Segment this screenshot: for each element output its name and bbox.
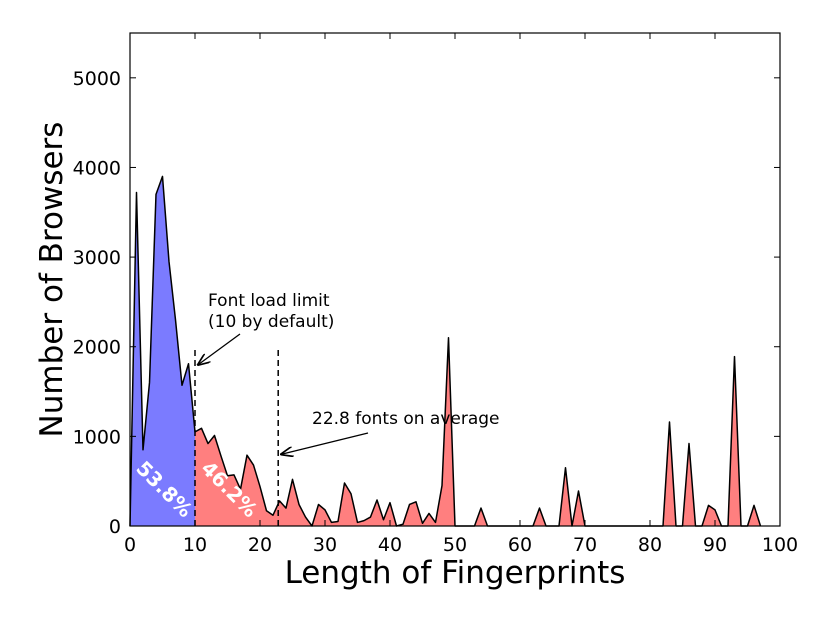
callout-line: (10 by default) [208,312,334,332]
x-tick-label: 100 [762,534,798,556]
callout-arrow-average [281,432,369,454]
callout-average-fonts: 22.8 fonts on average [312,409,500,429]
y-tick-label: 0 [109,516,121,538]
x-tick-label: 80 [638,534,662,556]
x-tick-label: 10 [183,534,207,556]
y-axis-title: Number of Browsers [34,122,70,438]
x-tick-label: 70 [573,534,597,556]
reference-lines-layer [194,333,369,526]
x-axis-title: Length of Fingerprints [285,555,626,591]
x-tick-label: 30 [313,534,337,556]
plot-frame [129,32,781,527]
y-tick-label: 3000 [73,247,121,269]
areas-layer [130,176,761,526]
x-tick-label: 60 [508,534,532,556]
x-tick-label: 20 [248,534,272,556]
y-tick-label: 4000 [73,157,121,179]
callout-line: Font load limit [208,291,330,311]
y-tick-label: 1000 [73,426,121,448]
ticks-layer [129,33,781,527]
area-series-1 [195,337,761,526]
x-tick-label: 90 [703,534,727,556]
x-tick-label: 50 [443,534,467,556]
y-tick-label: 2000 [73,337,121,359]
callout-arrow-font-load [198,333,241,365]
x-tick-label: 40 [378,534,402,556]
callout-font-load-limit: Font load limit (10 by default) [208,291,334,332]
area-series-0 [130,176,195,526]
x-tick-label: 0 [124,534,136,556]
y-tick-label: 5000 [73,68,121,90]
